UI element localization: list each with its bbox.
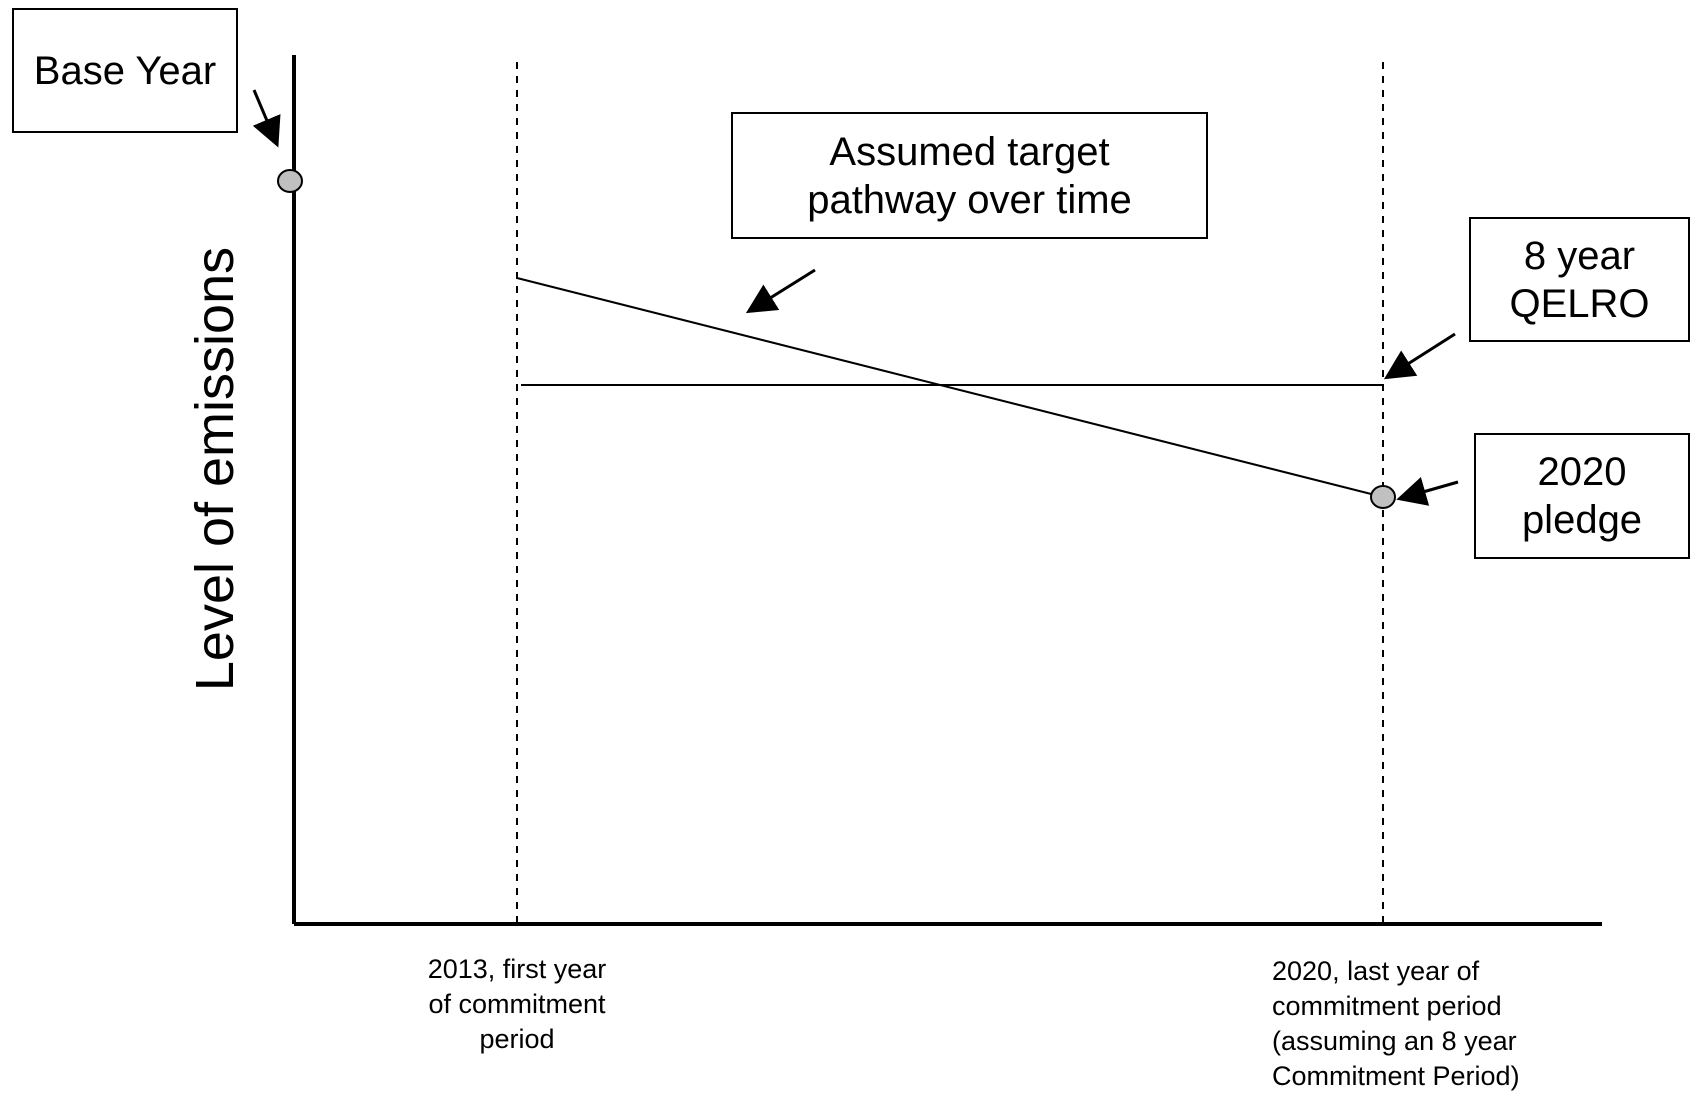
pledge-marker bbox=[1371, 486, 1395, 508]
start-year-label: 2013, first year of commitment period bbox=[397, 952, 637, 1057]
base-year-marker bbox=[278, 170, 302, 192]
target-pathway-arrow bbox=[751, 270, 815, 310]
target-pathway-box: Assumed target pathway over time bbox=[731, 112, 1208, 239]
base-year-box: Base Year bbox=[12, 8, 238, 133]
pledge-arrow bbox=[1402, 482, 1458, 498]
qelro-box: 8 year QELRO bbox=[1469, 217, 1690, 342]
pledge-box: 2020 pledge bbox=[1474, 433, 1690, 559]
y-axis-label: Level of emissions bbox=[185, 247, 245, 691]
base-year-arrow bbox=[254, 90, 276, 142]
qelro-arrow bbox=[1389, 334, 1455, 376]
end-year-label: 2020, last year of commitment period (as… bbox=[1272, 954, 1572, 1094]
target-pathway-line bbox=[517, 278, 1383, 497]
